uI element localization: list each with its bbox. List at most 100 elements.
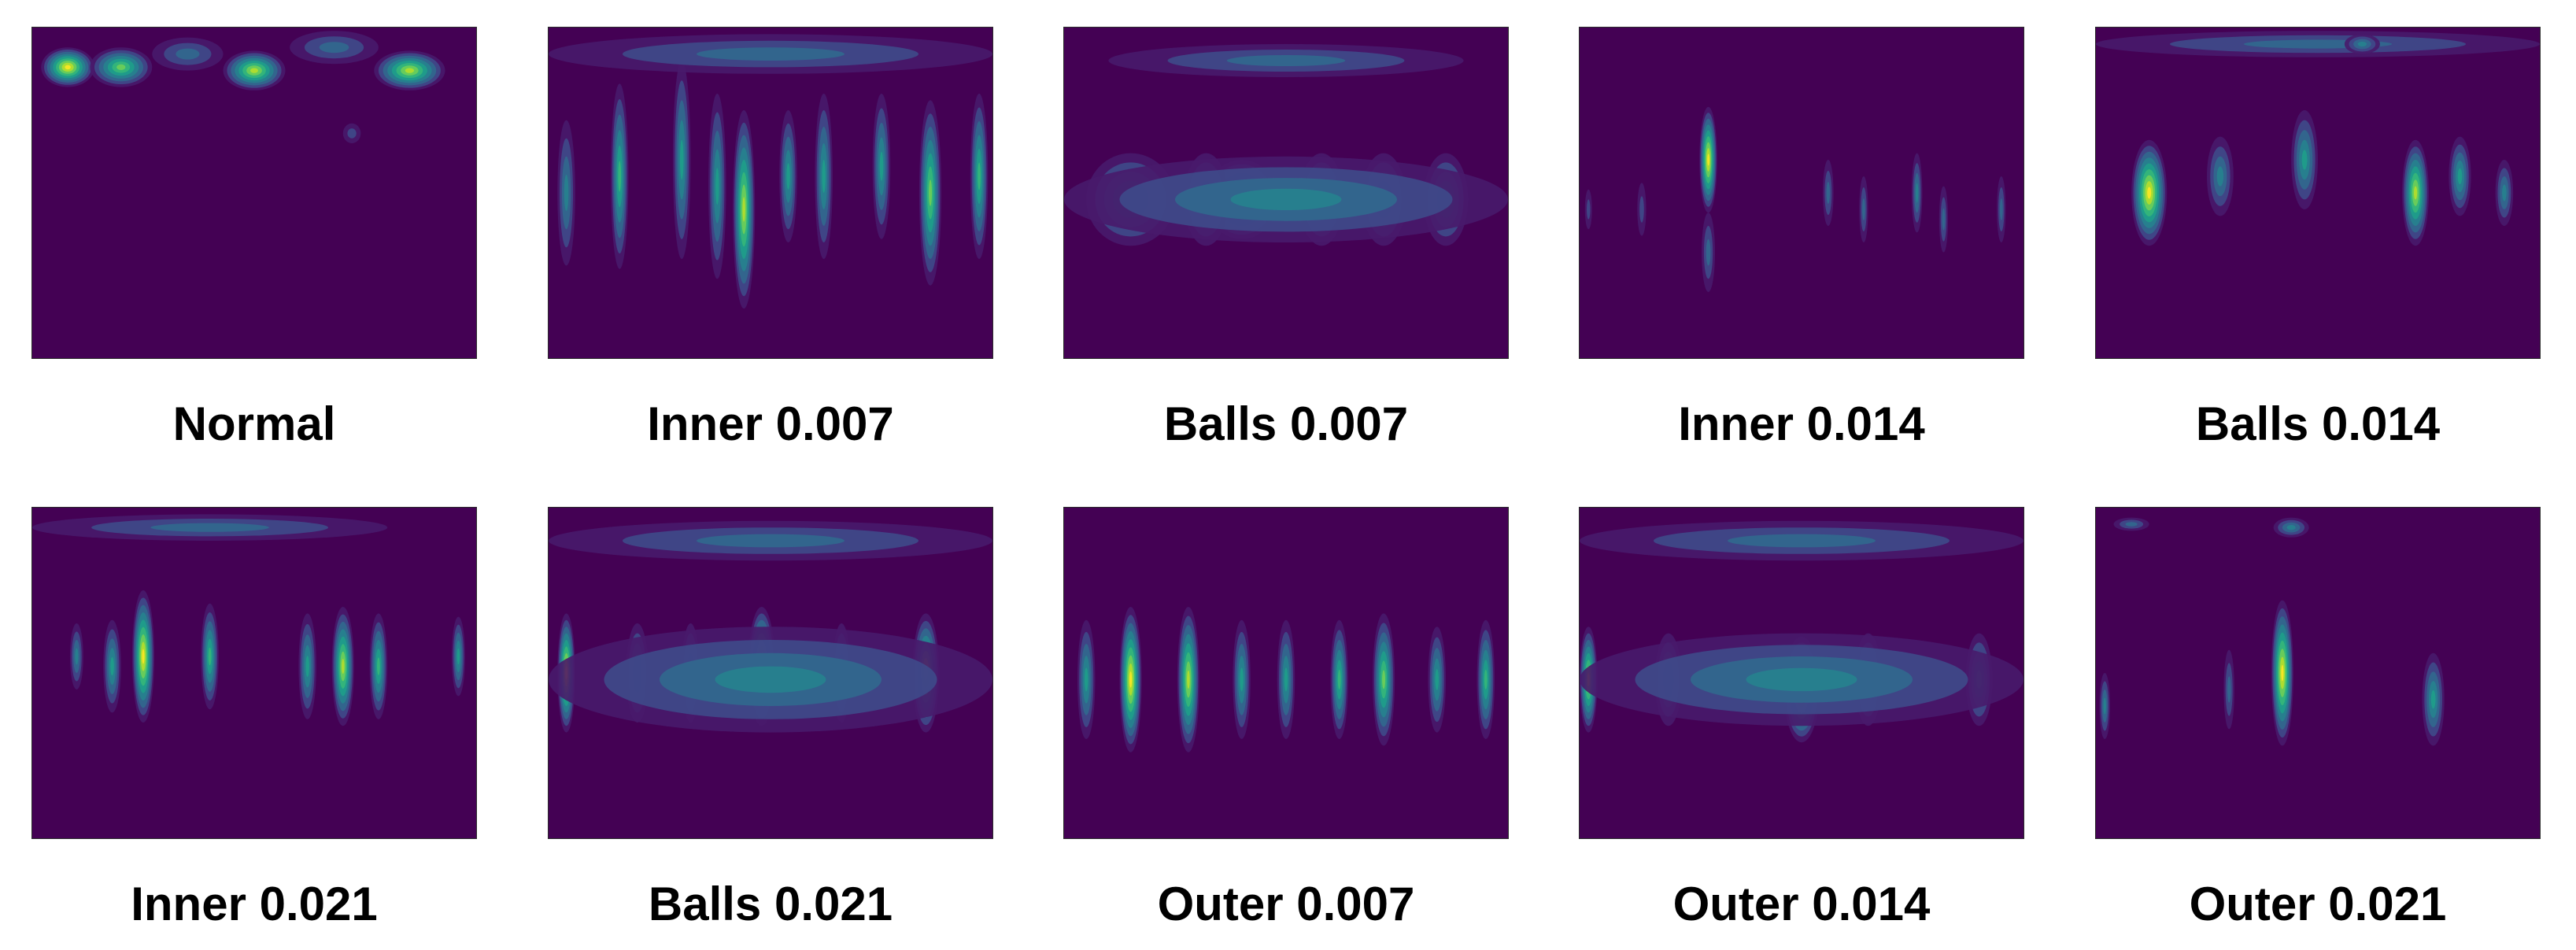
contour-level: [405, 68, 415, 73]
contour-level: [742, 197, 745, 222]
contour-level: [176, 48, 200, 60]
panel-title: Balls 0.007: [1163, 397, 1409, 450]
intensity-blob: [1702, 213, 1716, 292]
intensity-blob: [1911, 153, 1923, 233]
contour-level: [1337, 669, 1341, 689]
contour-level: [2286, 525, 2296, 530]
contour-level: [1862, 198, 1865, 220]
intensity-blob: [2131, 139, 2168, 246]
intensity-blob: [1938, 186, 1949, 253]
contour-level: [1284, 667, 1288, 692]
contour-level: [679, 139, 684, 180]
spectrogram-heatmap: [1064, 44, 1508, 246]
contour-level: [1484, 669, 1488, 689]
contour-level: [1942, 208, 1946, 231]
contour-level: [208, 647, 212, 666]
spectrogram-plot: [1063, 507, 1509, 839]
contour-level: [142, 649, 145, 664]
intensity-blob: [1077, 619, 1096, 739]
intensity-blob: [2207, 136, 2234, 216]
contour-level: [1382, 670, 1386, 689]
intensity-blob: [1064, 156, 1508, 242]
intensity-blob: [223, 50, 286, 91]
contour-level: [1728, 534, 1876, 548]
contour-level: [2430, 689, 2436, 709]
contour-level: [697, 534, 844, 548]
panel-title: Outer 0.021: [2189, 878, 2447, 930]
contour-level: [879, 151, 884, 181]
spectrogram-heatmap: [1077, 607, 1495, 752]
contour-level: [1639, 196, 1644, 223]
contour-level: [822, 159, 826, 193]
intensity-blob: [331, 607, 354, 726]
intensity-blob: [549, 34, 992, 74]
intensity-blob: [672, 61, 691, 259]
panel-title: Balls 0.014: [2195, 397, 2441, 450]
intensity-blob: [451, 616, 465, 697]
intensity-blob: [1584, 189, 1592, 230]
intensity-blob: [69, 623, 83, 689]
contour-level: [1999, 198, 2003, 220]
contour-level: [1746, 667, 1857, 692]
intensity-blob: [1372, 613, 1395, 746]
contour-level: [2457, 168, 2463, 185]
intensity-blob: [2273, 517, 2309, 538]
spectrogram-plot: [548, 507, 993, 839]
contour-level: [1706, 238, 1711, 266]
intensity-blob: [2223, 649, 2234, 730]
intensity-blob: [2291, 110, 2318, 209]
spectrogram-heatmap: [1580, 520, 2023, 743]
contour-level: [377, 657, 380, 675]
intensity-blob: [1699, 106, 1717, 213]
spectrogram-heatmap: [2096, 31, 2540, 246]
contour-level: [715, 168, 719, 205]
spectrogram-plot: [1579, 507, 2024, 839]
intensity-blob: [2271, 600, 2293, 746]
intensity-blob: [2096, 31, 2540, 57]
spectrogram-plot: [31, 27, 477, 359]
contour-level: [2281, 664, 2284, 682]
intensity-blob: [103, 619, 121, 713]
intensity-blob: [1997, 176, 2006, 243]
contour-level: [2357, 41, 2367, 47]
intensity-blob: [549, 520, 992, 561]
intensity-blob: [610, 83, 629, 269]
contour-level: [1084, 667, 1088, 692]
intensity-blob: [1637, 183, 1646, 236]
contour-level: [347, 128, 357, 139]
intensity-blob: [1476, 619, 1495, 739]
intensity-blob: [1233, 619, 1251, 739]
contour-level: [2301, 150, 2308, 170]
spectrogram-heatmap: [41, 31, 445, 143]
intensity-blob: [90, 47, 153, 87]
intensity-blob: [918, 100, 942, 286]
contour-level: [2103, 697, 2106, 715]
intensity-blob: [374, 50, 445, 91]
panel-title: Inner 0.021: [131, 878, 378, 930]
intensity-blob: [298, 613, 316, 719]
contour-level: [564, 174, 569, 212]
intensity-blob: [152, 37, 224, 71]
intensity-blob: [1859, 176, 1868, 243]
contour-level: [65, 65, 71, 70]
contour-level: [305, 656, 309, 678]
contour-level: [618, 161, 622, 192]
spectrogram-plot: [31, 507, 477, 839]
contour-level: [1240, 667, 1244, 692]
panel-title: Balls 0.021: [648, 878, 893, 930]
intensity-blob: [1119, 607, 1142, 752]
contour-level: [150, 523, 269, 532]
intensity-blob: [2422, 652, 2445, 746]
intensity-blob: [1177, 607, 1200, 752]
intensity-blob: [201, 603, 219, 710]
spectrogram-heatmap: [549, 520, 992, 733]
spectrogram-plot: [548, 27, 993, 359]
contour-level: [1187, 670, 1190, 689]
panel-title: Inner 0.014: [1678, 397, 1925, 450]
intensity-blob: [549, 627, 992, 733]
panel-title: Normal: [172, 397, 336, 450]
intensity-blob: [2344, 34, 2380, 54]
contour-level: [1230, 188, 1342, 211]
intensity-blob: [2099, 673, 2111, 739]
spectrogram-plot: [2095, 507, 2541, 839]
